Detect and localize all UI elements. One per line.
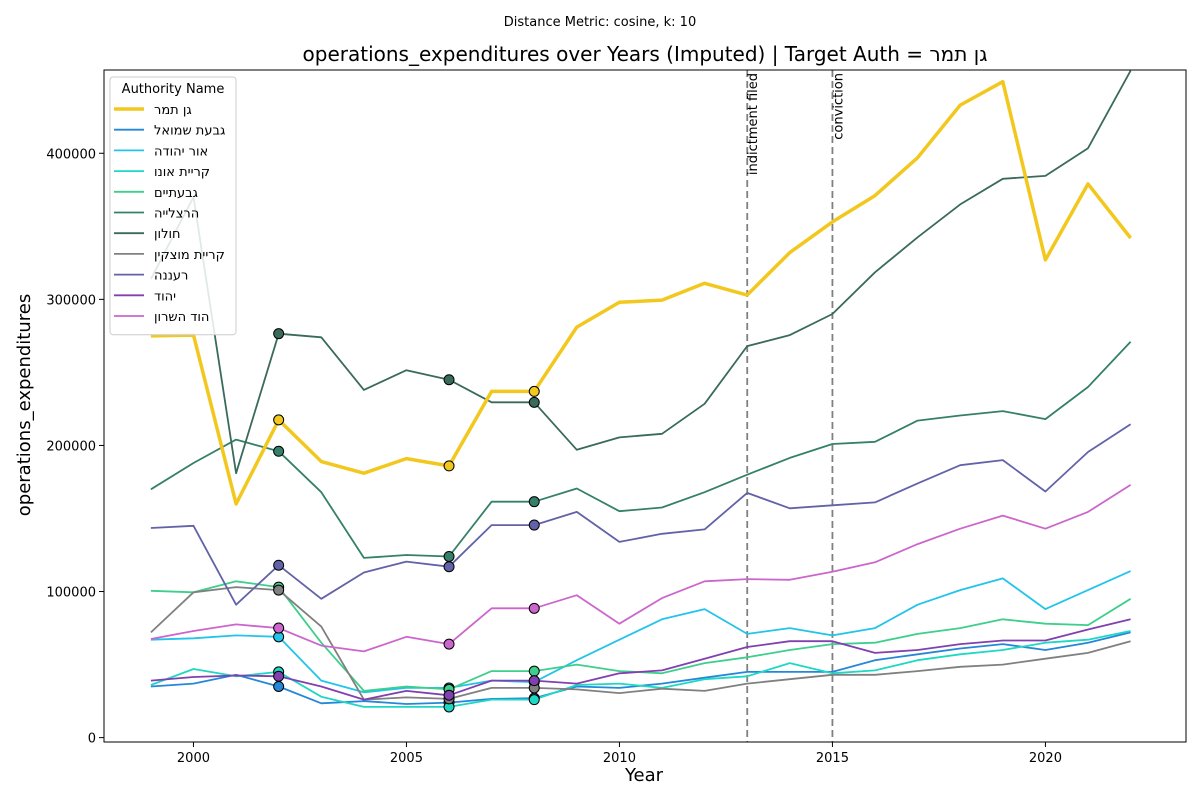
- imputed-point-7-2006: [443, 374, 455, 386]
- y-tick-label-200000: 200000: [46, 439, 96, 454]
- y-axis-label: operations_expenditures: [14, 294, 35, 516]
- series-line-8: [150, 586, 1131, 701]
- x-tick-label-2015: 2015: [816, 751, 849, 766]
- imputed-point-8-2002: [273, 584, 285, 596]
- imputed-point-9-2002: [273, 559, 285, 571]
- imputed-point-10-2002: [273, 670, 285, 682]
- legend-title: Authority Name: [122, 82, 225, 97]
- imputed-point-6-2008: [528, 496, 540, 508]
- y-tick-label-400000: 400000: [46, 147, 96, 162]
- event-label-2: conviction: [831, 73, 846, 140]
- x-tick-label-2005: 2005: [390, 751, 423, 766]
- series-line-9: [150, 423, 1132, 606]
- y-tick-label-300000: 300000: [46, 293, 96, 308]
- imputed-point-10-2006: [443, 689, 455, 701]
- imputed-point-5-2008: [528, 665, 540, 677]
- series-line-1: [150, 79, 1132, 506]
- imputed-point-2-2002: [273, 680, 285, 692]
- legend-label-1: גן תמר: [154, 103, 192, 118]
- legend-label-11: הוד השרון: [154, 310, 209, 325]
- imputed-point-9-2006: [443, 561, 455, 573]
- legend-label-2: גבעת שמואל: [154, 124, 225, 139]
- imputed-point-1-2006: [443, 460, 455, 472]
- legend-label-9: רעננה: [154, 269, 188, 284]
- suptitle: Distance Metric: cosine, k: 10: [504, 15, 696, 30]
- imputed-point-10-2008: [528, 675, 540, 687]
- chart-title: operations_expenditures over Years (Impu…: [303, 42, 988, 66]
- imputed-point-7-2008: [528, 396, 540, 408]
- plot-area: indictment filed conviction 2000 2005 2010 20…: [46, 69, 1187, 766]
- legend-label-10: יהוד: [154, 289, 176, 304]
- series-line-7: [150, 70, 1132, 475]
- imputed-point-6-2002: [273, 445, 285, 457]
- series-line-6: [150, 341, 1132, 559]
- axes-frame: [103, 69, 1187, 743]
- x-tick-label-2000: 2000: [177, 751, 210, 766]
- x-tick-label-2010: 2010: [603, 751, 636, 766]
- series-line-10: [150, 618, 1131, 701]
- series-line-3: [150, 570, 1131, 694]
- y-tick-label-0: 0: [88, 732, 96, 747]
- x-tick-label-2020: 2020: [1029, 751, 1062, 766]
- y-tick-label-100000: 100000: [46, 586, 96, 601]
- imputed-point-4-2008: [528, 694, 540, 706]
- x-axis-label: Year: [624, 765, 664, 786]
- imputed-point-7-2002: [273, 328, 285, 340]
- legend-label-7: חולון: [154, 227, 181, 242]
- imputed-point-6-2006: [443, 550, 455, 562]
- legend-box: [109, 76, 237, 336]
- imputed-point-11-2006: [443, 638, 455, 650]
- series-line-11: [150, 484, 1132, 653]
- legend-label-6: הרצלייה: [154, 207, 199, 222]
- legend-label-8: קריית מוצקין: [154, 248, 225, 263]
- legend-label-5: גבעתיים: [154, 186, 198, 201]
- legend-label-3: אור יהודה: [154, 144, 208, 159]
- legend-label-4: קריית אונו: [154, 165, 210, 180]
- imputed-point-1-2002: [273, 414, 285, 426]
- imputed-point-11-2008: [528, 602, 540, 614]
- legend: Authority Name גן תמר גבעת שמואל אור יהודה ק…: [109, 76, 237, 336]
- imputed-point-11-2002: [273, 622, 285, 634]
- imputed-point-9-2008: [528, 519, 540, 531]
- imputed-point-1-2008: [528, 385, 540, 397]
- series-line-4: [150, 630, 1131, 708]
- event-label-1: indictment filed: [746, 73, 761, 175]
